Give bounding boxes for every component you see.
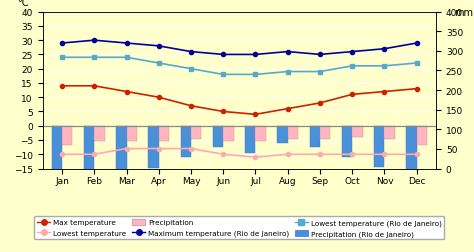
Bar [417, 126, 427, 146]
Bar [352, 126, 363, 138]
Bar [84, 126, 94, 174]
Bar [342, 126, 352, 157]
Bar [148, 126, 159, 168]
Bar [62, 126, 73, 146]
Bar [213, 126, 223, 147]
Y-axis label: °C: °C [17, 0, 29, 8]
Bar [223, 126, 234, 142]
Bar [245, 126, 255, 153]
Bar [310, 126, 320, 147]
Bar [159, 126, 169, 142]
Bar [384, 126, 395, 140]
Bar [191, 126, 201, 140]
Bar [127, 126, 137, 142]
Bar [181, 126, 191, 157]
Bar [277, 126, 288, 143]
Bar [320, 126, 330, 140]
Bar [288, 126, 298, 140]
Bar [374, 126, 384, 167]
Y-axis label: mm: mm [454, 8, 473, 18]
Bar [52, 126, 62, 180]
Legend: Max temperature, Lowest temperature, Precipitation, Maximum temperature (Rio de : Max temperature, Lowest temperature, Pre… [34, 216, 445, 239]
Bar [255, 126, 266, 142]
Bar [406, 126, 417, 193]
Bar [116, 126, 127, 177]
Bar [94, 126, 105, 142]
